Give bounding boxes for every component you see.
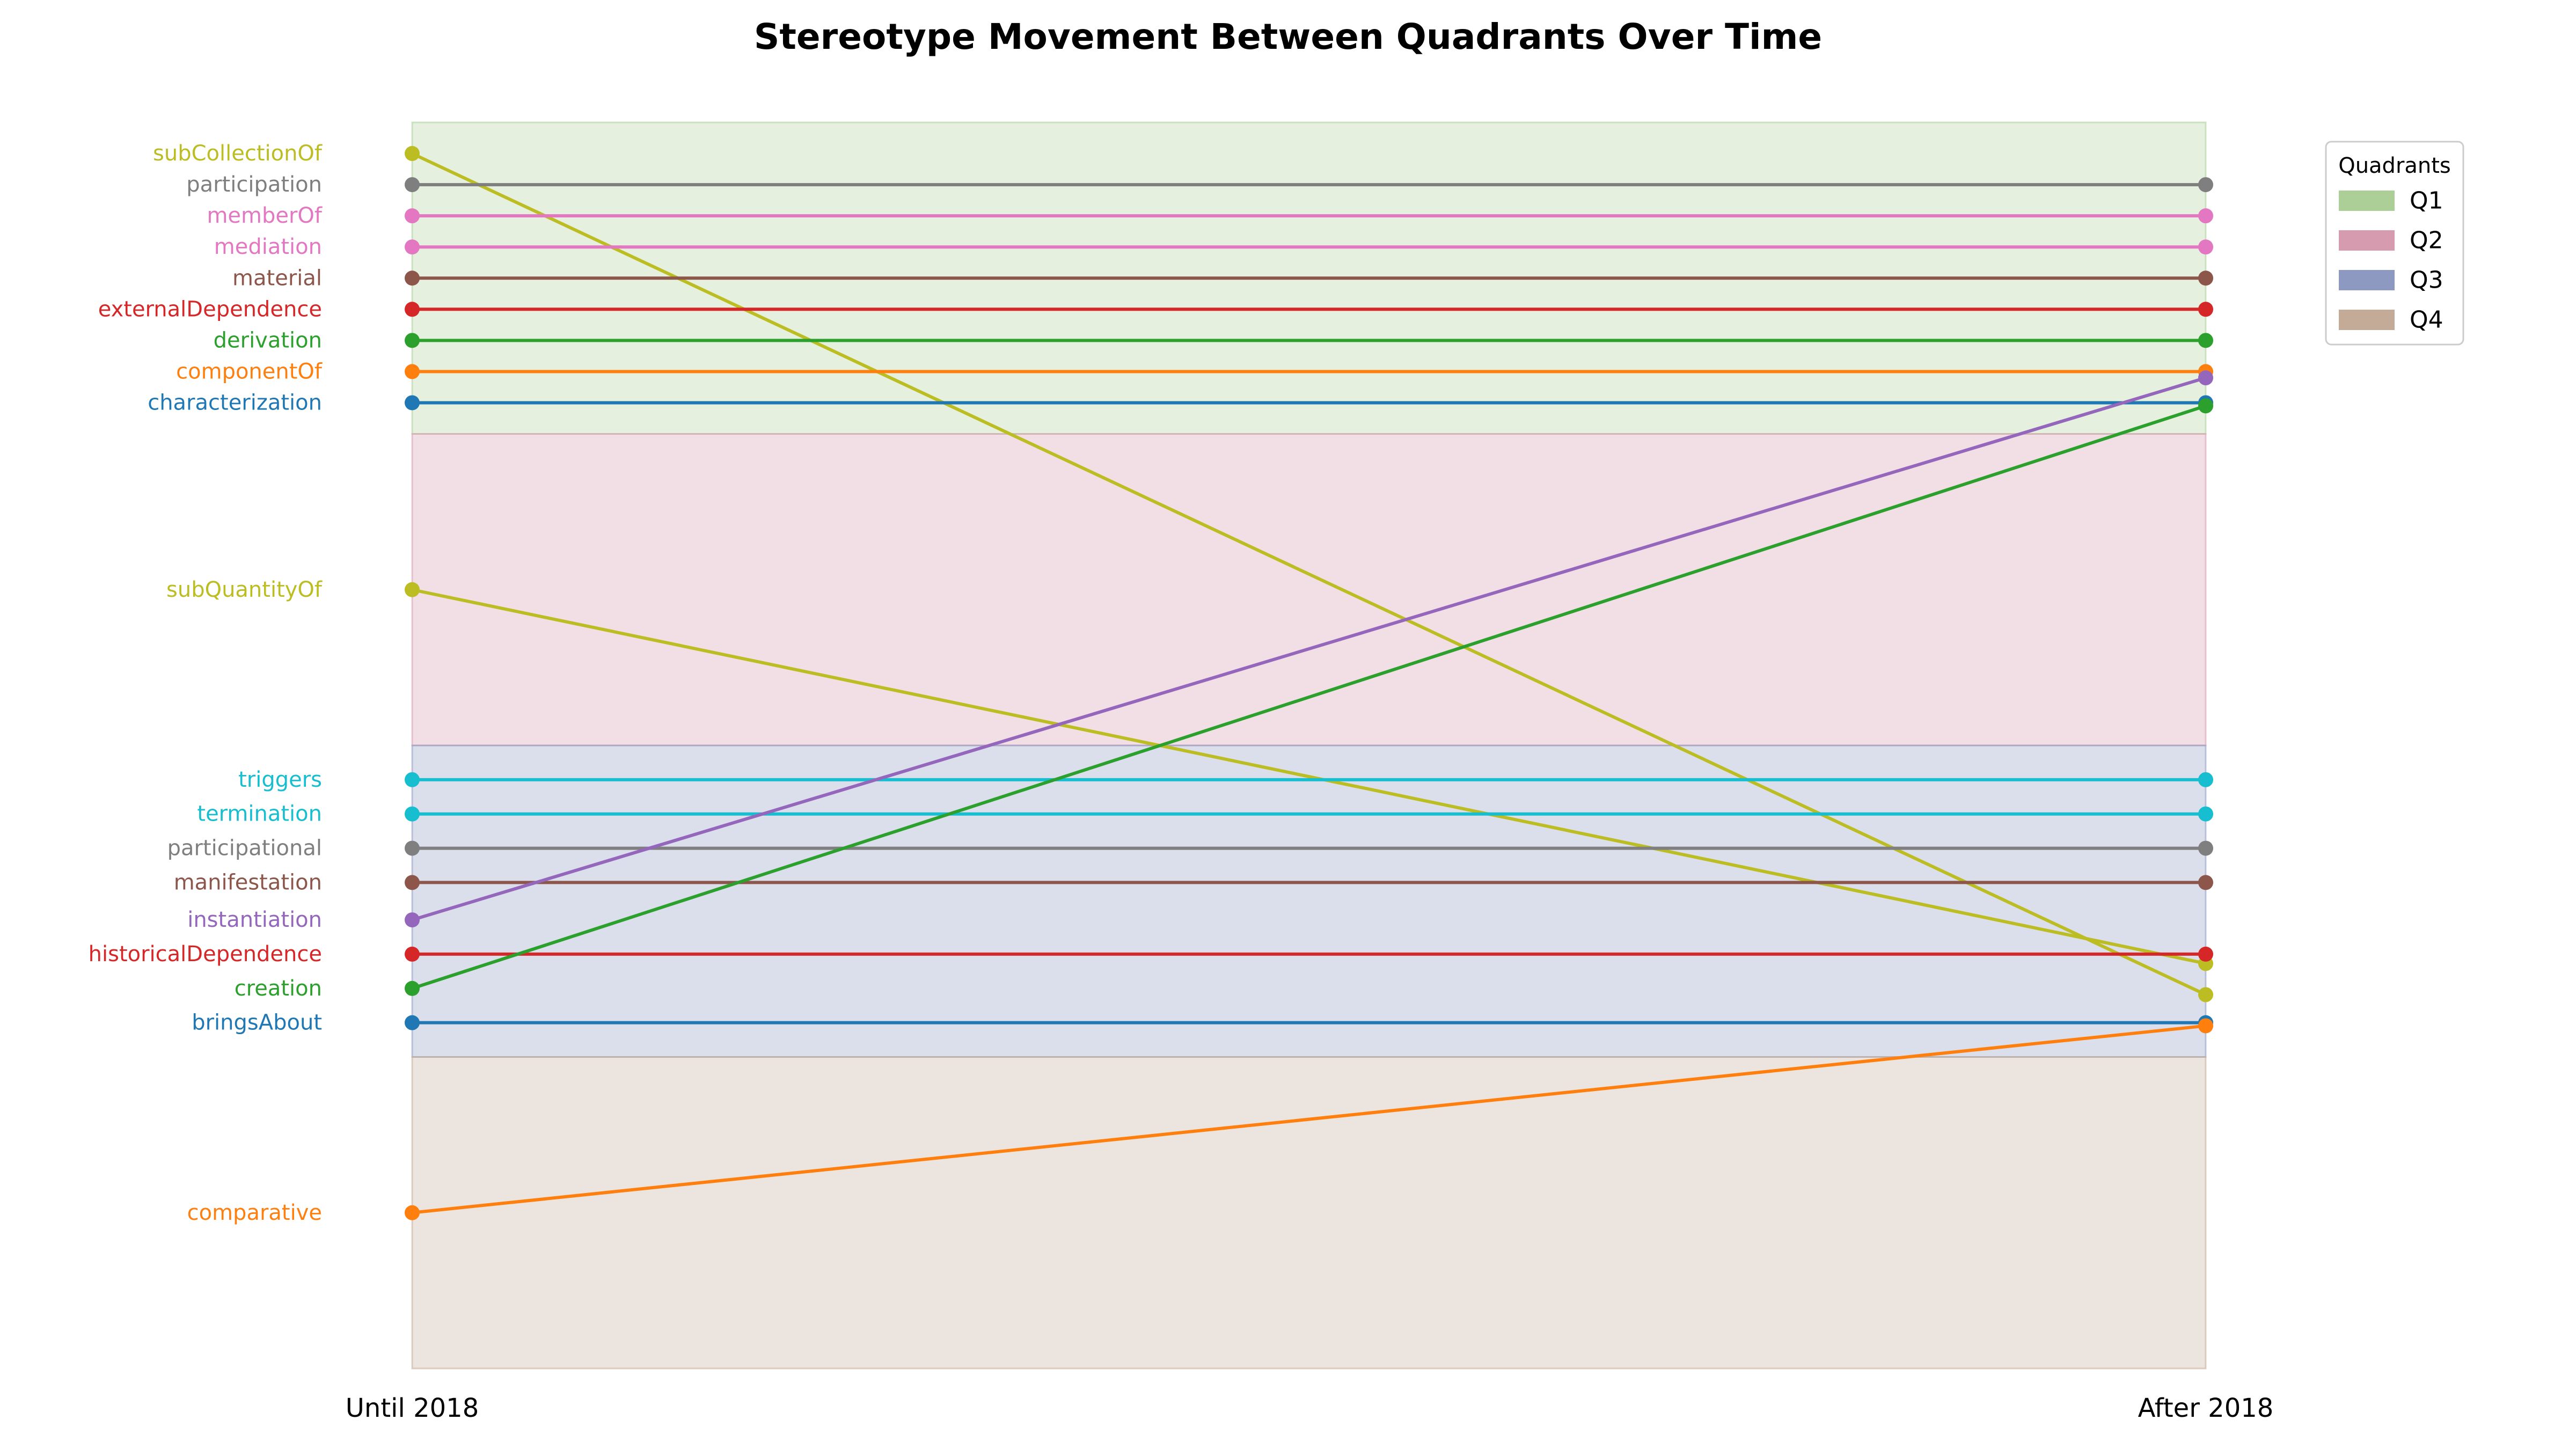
point-start-mediation — [405, 239, 420, 255]
point-start-termination — [405, 806, 420, 822]
point-end-memberOf — [2198, 208, 2213, 224]
series-line-subQuantityOf — [412, 588, 2206, 965]
point-start-componentOf — [405, 364, 420, 379]
point-end-participational — [2198, 840, 2213, 856]
point-end-historicalDependence — [2198, 946, 2213, 962]
series-label-derivation: derivation — [214, 328, 322, 353]
series-label-participation: participation — [186, 172, 322, 197]
point-start-material — [405, 270, 420, 286]
series-line-subCollectionOf — [411, 152, 2207, 997]
legend-label-q1: Q1 — [2410, 187, 2443, 215]
quadrant-band-q2 — [411, 433, 2207, 747]
point-end-manifestation — [2198, 875, 2213, 890]
point-start-historicalDependence — [405, 946, 420, 962]
series-label-instantiation: instantiation — [187, 908, 322, 932]
point-start-participation — [405, 177, 420, 193]
point-end-comparative — [2198, 1018, 2213, 1034]
point-end-subCollectionOf — [2198, 987, 2213, 1002]
legend-label-q4: Q4 — [2410, 306, 2443, 334]
point-start-bringsAbout — [405, 1015, 420, 1030]
legend-swatch-q2 — [2339, 230, 2395, 251]
x-tick-label: After 2018 — [2138, 1393, 2274, 1423]
legend: Quadrants Q1 Q2 Q3 Q4 — [2325, 141, 2464, 346]
point-start-externalDependence — [405, 302, 420, 317]
x-axis-labels: Until 2018 After 2018 — [346, 1393, 2274, 1423]
legend-label-q3: Q3 — [2410, 267, 2443, 294]
chart-title: Stereotype Movement Between Quadrants Ov… — [754, 16, 1822, 57]
point-start-derivation — [405, 333, 420, 348]
point-start-instantiation — [405, 912, 420, 928]
point-end-instantiation — [2198, 370, 2213, 386]
legend-swatch-q1 — [2339, 191, 2395, 211]
series-label-participational: participational — [167, 836, 322, 861]
series-lines — [411, 152, 2207, 1214]
point-end-externalDependence — [2198, 302, 2213, 317]
point-start-memberOf — [405, 208, 420, 224]
point-start-subCollectionOf — [405, 146, 420, 162]
series-label-comparative: comparative — [187, 1201, 322, 1225]
point-start-creation — [405, 980, 420, 996]
point-start-participational — [405, 840, 420, 856]
series-label-subQuantityOf: subQuantityOf — [166, 577, 323, 602]
series-label-mediation: mediation — [214, 235, 322, 259]
point-start-manifestation — [405, 875, 420, 890]
series-label-externalDependence: externalDependence — [98, 297, 322, 321]
series-labels: subCollectionOf participation memberOf medi… — [89, 141, 323, 1225]
series-label-characterization: characterization — [148, 390, 322, 415]
point-start-subQuantityOf — [405, 582, 420, 597]
series-label-bringsAbout: bringsAbout — [192, 1011, 322, 1035]
point-end-creation — [2198, 398, 2213, 414]
series-label-termination: termination — [197, 802, 322, 826]
series-label-creation: creation — [235, 976, 322, 1001]
point-start-characterization — [405, 395, 420, 411]
point-end-mediation — [2198, 239, 2213, 255]
series-points — [405, 146, 2213, 1220]
legend-title: Quadrants — [2338, 153, 2451, 178]
point-end-material — [2198, 270, 2213, 286]
legend-swatch-q4 — [2339, 310, 2395, 330]
legend-label-q2: Q2 — [2410, 227, 2443, 254]
series-label-subCollectionOf: subCollectionOf — [153, 141, 323, 166]
series-line-creation — [412, 404, 2206, 990]
series-label-manifestation: manifestation — [174, 870, 322, 895]
series-label-material: material — [232, 266, 322, 290]
series-label-componentOf: componentOf — [176, 359, 323, 384]
point-end-termination — [2198, 806, 2213, 822]
series-line-comparative — [412, 1024, 2206, 1214]
x-tick-label: Until 2018 — [346, 1393, 479, 1423]
quadrant-band-q4 — [411, 1056, 2207, 1370]
point-start-triggers — [405, 772, 420, 787]
series-label-historicalDependence: historicalDependence — [89, 942, 322, 967]
legend-swatch-q3 — [2339, 270, 2395, 290]
point-end-participation — [2198, 177, 2213, 193]
point-start-comparative — [405, 1205, 420, 1220]
series-label-triggers: triggers — [238, 767, 322, 792]
point-end-triggers — [2198, 772, 2213, 787]
series-label-memberOf: memberOf — [207, 203, 322, 228]
point-end-derivation — [2198, 333, 2213, 348]
series-line-instantiation — [412, 376, 2206, 921]
